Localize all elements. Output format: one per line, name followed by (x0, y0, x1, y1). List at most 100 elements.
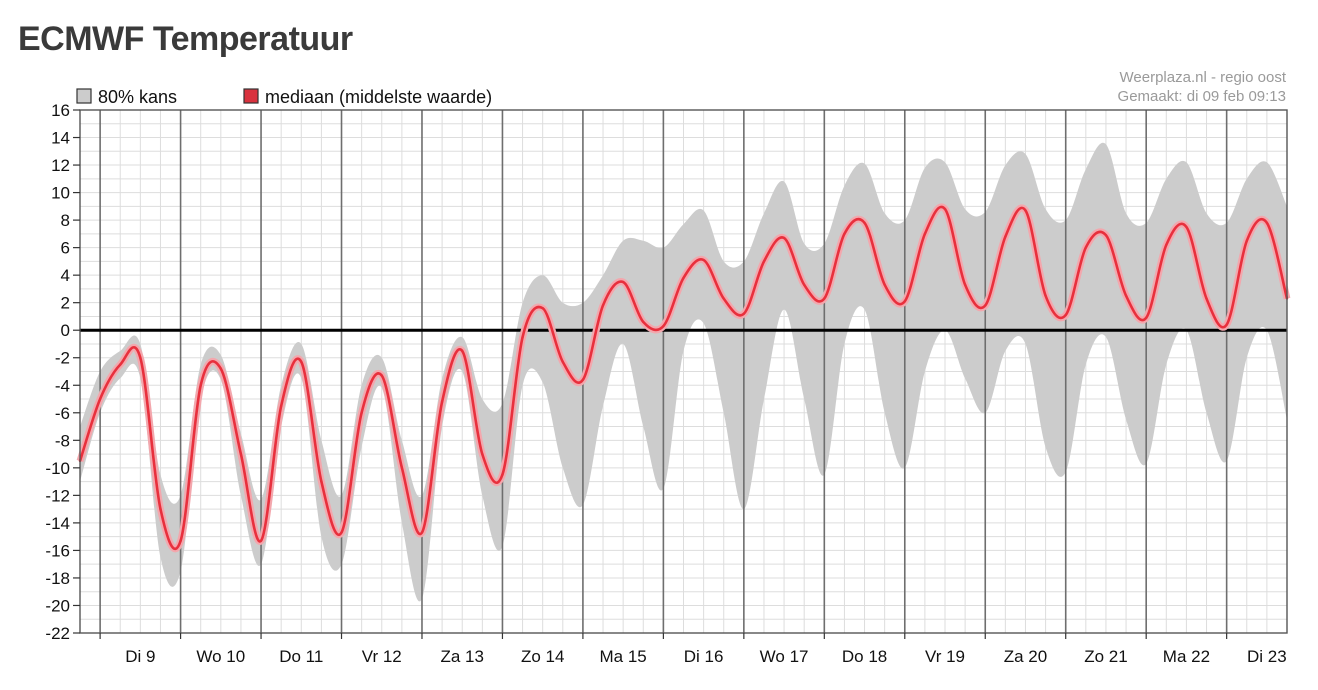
median-point (963, 283, 967, 286)
y-tick-label: 0 (61, 321, 70, 340)
median-point (400, 466, 404, 470)
median-point (440, 400, 444, 403)
median-point (903, 300, 906, 303)
plot-frame (79, 109, 1288, 634)
median-point (863, 221, 866, 225)
x-tick-label: Za 20 (1004, 647, 1047, 666)
median-point (259, 539, 263, 542)
legend: 80% kans mediaan (middelste waarde) (76, 87, 492, 107)
y-tick-label: 14 (51, 129, 70, 148)
y-tick-label: -6 (55, 404, 70, 423)
median-point (702, 258, 705, 262)
page-title: ECMWF Temperatuur (18, 20, 353, 58)
median-point (1064, 313, 1067, 317)
median-line (78, 205, 1289, 550)
median-points (78, 207, 1289, 542)
x-tick-label: Wo 17 (760, 647, 809, 666)
y-tick-label: 6 (61, 239, 70, 258)
median-point (1004, 235, 1007, 238)
median-point (742, 312, 746, 315)
median-point (1124, 294, 1128, 298)
median-point (219, 367, 223, 370)
median-point (340, 531, 343, 534)
legend-label-band: 80% kans (98, 87, 177, 107)
median-point (1165, 243, 1168, 247)
median-point (601, 304, 605, 307)
median-point (1245, 239, 1248, 242)
median-point (843, 232, 846, 236)
median-point (1044, 294, 1047, 298)
y-tick-label: -10 (45, 459, 70, 478)
median-point (481, 452, 484, 456)
median-point (239, 452, 243, 456)
y-tick-label: 16 (51, 101, 70, 120)
median-point (762, 260, 766, 263)
median-point (1205, 297, 1208, 300)
median-point (1084, 246, 1088, 249)
x-tick-label: Za 13 (440, 647, 483, 666)
credit-source: Weerplaza.nl - regio oost (1119, 69, 1286, 86)
median-point (179, 539, 182, 542)
median-point (642, 320, 645, 324)
median-point (98, 397, 102, 401)
median-point (541, 306, 544, 310)
median-point (159, 507, 162, 511)
legend-swatch-band (76, 88, 92, 104)
chart-credit: Weerplaza.nl - regio oost Gemaakt: di 09… (1118, 68, 1286, 106)
median-point (360, 411, 363, 414)
median-point (1265, 221, 1269, 225)
median-point (139, 356, 142, 359)
x-tick-label: Do 18 (842, 647, 887, 666)
x-tick-label: Di 16 (684, 647, 724, 666)
median-point (561, 360, 564, 364)
y-tick-label: -20 (45, 596, 70, 615)
median-point (662, 324, 665, 328)
legend-swatch-median (243, 88, 259, 104)
x-tick-label: Zo 14 (521, 647, 564, 666)
y-tick-label: 4 (61, 266, 70, 285)
y-tick-label: -12 (45, 486, 70, 505)
y-tick-label: -14 (45, 514, 70, 533)
median-point (1185, 225, 1188, 229)
x-tick-label: Vr 12 (362, 647, 402, 666)
median-point (420, 531, 424, 534)
median-point (1104, 234, 1108, 237)
y-tick-label: 12 (51, 156, 70, 175)
x-tick-label: Vr 19 (925, 647, 965, 666)
x-tick-label: Ma 15 (600, 647, 647, 666)
legend-label-median: mediaan (middelste waarde) (265, 87, 492, 107)
median-point (943, 207, 947, 211)
y-tick-label: 2 (61, 294, 70, 313)
median-point (923, 232, 927, 236)
median-point (119, 363, 122, 366)
y-axis-ticks: 16 14 12 10 8 6 4 2 0 -2 -4 -6 -8 -10 -12 -14 -16 -18 -20 -… (45, 101, 80, 643)
x-tick-label: Wo 10 (196, 647, 245, 666)
day-separators (99, 110, 1228, 633)
median-point (461, 349, 464, 353)
median-point (803, 283, 806, 286)
median-point (1144, 316, 1148, 320)
median-point (300, 360, 303, 364)
y-tick-label: -16 (45, 541, 70, 560)
median-point (1024, 209, 1027, 212)
x-tick-label: Do 11 (279, 647, 323, 666)
y-tick-label: -8 (55, 431, 70, 450)
median-point (581, 378, 585, 381)
median-point (782, 236, 786, 240)
y-tick-label: -2 (55, 349, 70, 368)
credit-timestamp: Gemaakt: di 09 feb 09:13 (1117, 88, 1286, 105)
x-tick-label: Di 23 (1247, 647, 1287, 666)
median-point (682, 276, 685, 280)
median-point (320, 480, 323, 483)
median-point (621, 280, 625, 284)
y-tick-label: -4 (55, 376, 70, 395)
x-tick-label: Ma 22 (1163, 647, 1210, 666)
median-point (521, 335, 524, 339)
median-point (823, 297, 826, 300)
median-point (501, 473, 504, 476)
y-tick-label: 10 (51, 184, 70, 203)
x-axis-ticks: Di 9 Wo 10 Do 11 Vr 12 Za 13 Zo 14 Ma 15 Di 16 W… (99, 633, 1287, 666)
median-point (1225, 323, 1228, 326)
median-point (279, 404, 283, 408)
